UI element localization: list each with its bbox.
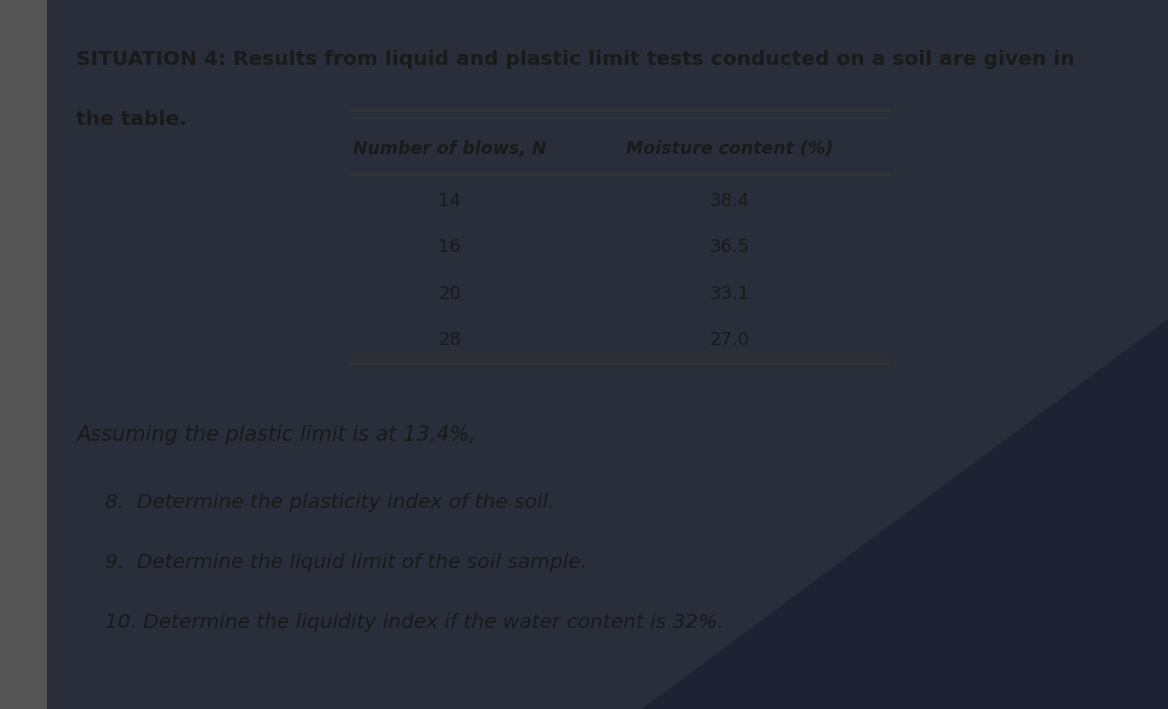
Text: 38.4: 38.4: [710, 192, 750, 211]
Text: Number of blows, N: Number of blows, N: [353, 140, 547, 158]
Polygon shape: [0, 0, 47, 709]
Text: Assuming the plastic limit is at 13.4%,: Assuming the plastic limit is at 13.4%,: [76, 425, 475, 445]
Text: 10. Determine the liquidity index if the water content is 32%.: 10. Determine the liquidity index if the…: [105, 613, 724, 632]
Text: 14: 14: [438, 192, 461, 211]
Text: Moisture content (%): Moisture content (%): [626, 140, 834, 158]
Text: SITUATION 4: Results from liquid and plastic limit tests conducted on a soil are: SITUATION 4: Results from liquid and pla…: [76, 50, 1075, 69]
Text: 20: 20: [438, 284, 461, 303]
Polygon shape: [642, 319, 1168, 709]
Text: 27.0: 27.0: [710, 330, 750, 349]
Text: 8.  Determine the plasticity index of the soil.: 8. Determine the plasticity index of the…: [105, 493, 555, 512]
Text: 28: 28: [438, 330, 461, 349]
Text: 36.5: 36.5: [710, 238, 750, 257]
Text: 16: 16: [438, 238, 461, 257]
Text: the table.: the table.: [76, 110, 187, 129]
Text: 33.1: 33.1: [710, 284, 750, 303]
Text: 9.  Determine the liquid limit of the soil sample.: 9. Determine the liquid limit of the soi…: [105, 553, 588, 572]
